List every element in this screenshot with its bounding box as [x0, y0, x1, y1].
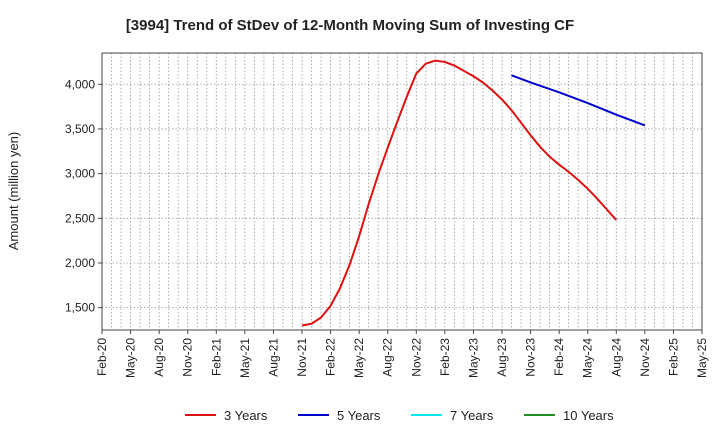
x-tick-label: Nov-23 [524, 338, 538, 377]
y-tick-label: 2,000 [65, 256, 95, 270]
y-tick-label: 1,500 [65, 301, 95, 315]
y-tick-label: 3,000 [65, 167, 95, 181]
legend-label-3-years: 3 Years [224, 408, 268, 423]
x-tick-label: May-21 [238, 338, 252, 378]
x-tick-label: May-25 [695, 338, 709, 378]
x-tick-label: Nov-24 [638, 338, 652, 377]
y-tick-label: 2,500 [65, 211, 95, 225]
grid [102, 53, 702, 330]
x-tick-label: Feb-25 [666, 338, 680, 376]
x-tick-label: Nov-21 [295, 338, 309, 377]
x-tick-label: Nov-20 [181, 338, 195, 377]
chart-title: [3994] Trend of StDev of 12-Month Moving… [126, 17, 574, 34]
legend-label-5-years: 5 Years [337, 408, 381, 423]
x-tick-label: Aug-23 [495, 338, 509, 377]
series-lines [301, 59, 646, 327]
y-tick-label: 4,000 [65, 77, 95, 91]
y-axis-label: Amount (million yen) [6, 132, 21, 251]
x-tick-label: May-24 [581, 338, 595, 378]
x-tick-label: May-23 [466, 338, 480, 378]
y-tick-label: 3,500 [65, 122, 95, 136]
series-line-3-years [301, 59, 618, 327]
x-tick-label: Nov-22 [409, 338, 423, 377]
x-tick-label: May-22 [352, 338, 366, 378]
x-tick-label: Feb-20 [95, 338, 109, 376]
x-tick-label: Aug-24 [609, 338, 623, 377]
x-tick-label: Feb-22 [324, 338, 338, 376]
legend-label-10-years: 10 Years [563, 408, 614, 423]
legend-label-7-years: 7 Years [450, 408, 494, 423]
x-tick-label: Aug-22 [381, 338, 395, 377]
x-tick-label: Aug-21 [266, 338, 280, 377]
x-tick-label: May-20 [124, 338, 138, 378]
x-axis-ticks: Feb-20 May-20 Aug-20 Nov-20 Feb-21 May-21 Aug-… [95, 330, 709, 378]
x-tick-label: Feb-24 [552, 338, 566, 376]
y-axis-ticks: 1,500 2,000 2,500 3,000 3,500 4,000 [65, 77, 102, 315]
legend: 3 Years 5 Years 7 Years 10 Years [185, 408, 614, 423]
x-tick-label: Feb-21 [209, 338, 223, 376]
x-tick-label: Feb-23 [438, 338, 452, 376]
series-line-5-years [511, 74, 646, 127]
x-tick-label: Aug-20 [152, 338, 166, 377]
plot-area [101, 52, 703, 331]
